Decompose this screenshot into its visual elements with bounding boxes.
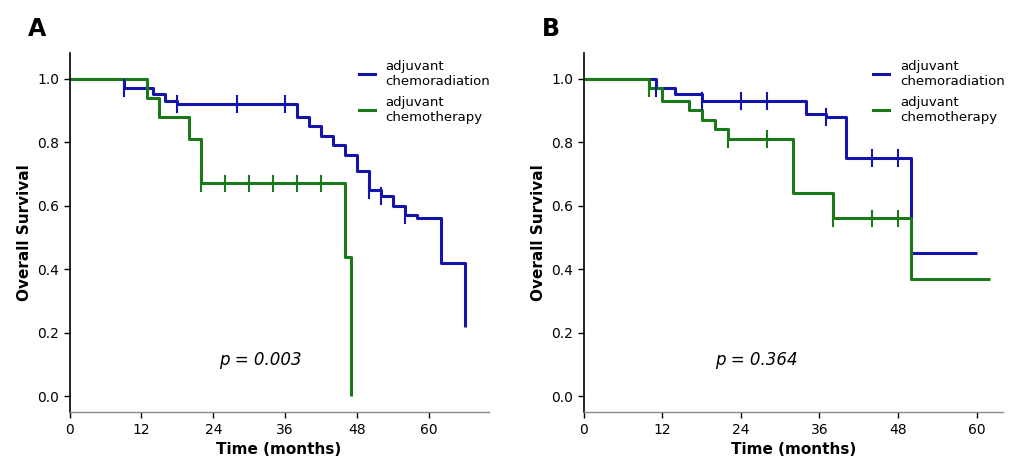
Y-axis label: Overall Survival: Overall Survival	[530, 164, 545, 301]
X-axis label: Time (months): Time (months)	[216, 442, 341, 457]
X-axis label: Time (months): Time (months)	[730, 442, 855, 457]
Text: B: B	[541, 17, 559, 41]
Text: p = 0.364: p = 0.364	[714, 351, 797, 369]
Legend: adjuvant
chemoradiation, adjuvant
chemotherapy: adjuvant chemoradiation, adjuvant chemot…	[872, 60, 1004, 124]
Y-axis label: Overall Survival: Overall Survival	[16, 164, 32, 301]
Text: A: A	[28, 17, 46, 41]
Text: p = 0.003: p = 0.003	[219, 351, 302, 369]
Legend: adjuvant
chemoradiation, adjuvant
chemotherapy: adjuvant chemoradiation, adjuvant chemot…	[359, 60, 490, 124]
